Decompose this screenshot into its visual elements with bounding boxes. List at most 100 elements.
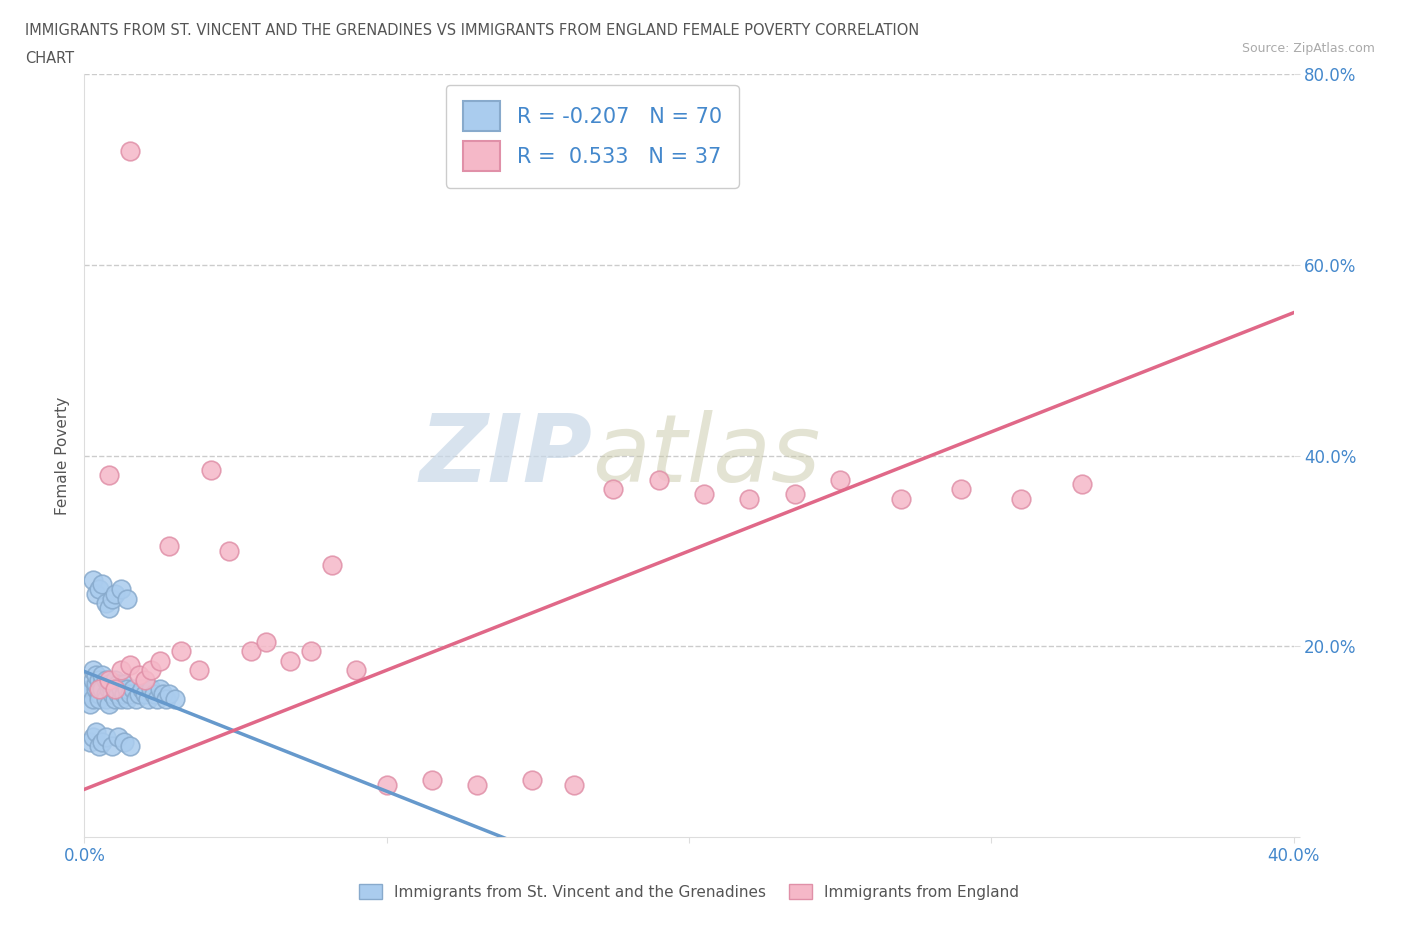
Text: atlas: atlas: [592, 410, 821, 501]
Point: [647, 472, 671, 487]
Point: [163, 691, 186, 706]
Point: [112, 686, 135, 701]
Point: [783, 486, 806, 501]
Point: [139, 682, 162, 697]
Point: [1071, 477, 1094, 492]
Point: [104, 691, 127, 706]
Point: [94, 729, 117, 744]
Point: [602, 482, 624, 497]
Point: [89, 691, 111, 706]
Point: [97, 672, 120, 687]
Point: [86, 682, 108, 697]
Point: [86, 587, 108, 602]
Point: [110, 582, 132, 597]
Y-axis label: Female Poverty: Female Poverty: [55, 396, 70, 515]
Point: [94, 596, 117, 611]
Point: [79, 735, 101, 750]
Point: [128, 668, 150, 683]
Point: [79, 682, 101, 697]
Text: ZIP: ZIP: [419, 410, 592, 501]
Point: [107, 686, 129, 701]
Point: [76, 686, 98, 701]
Point: [278, 653, 301, 668]
Point: [100, 682, 122, 697]
Point: [104, 682, 127, 697]
Point: [86, 668, 108, 683]
Point: [89, 686, 111, 701]
Point: [89, 682, 111, 697]
Point: [86, 677, 108, 692]
Point: [89, 582, 111, 597]
Point: [94, 691, 117, 706]
Point: [100, 591, 122, 606]
Point: [97, 696, 120, 711]
Text: CHART: CHART: [25, 51, 75, 66]
Point: [693, 486, 716, 501]
Point: [146, 691, 169, 706]
Point: [82, 572, 104, 587]
Point: [118, 686, 141, 701]
Point: [89, 739, 111, 754]
Point: [520, 772, 543, 787]
Point: [115, 682, 138, 697]
Point: [79, 696, 101, 711]
Point: [321, 558, 343, 573]
Legend: Immigrants from St. Vincent and the Grenadines, Immigrants from England: Immigrants from St. Vincent and the Gren…: [353, 877, 1025, 906]
Point: [104, 672, 127, 687]
Point: [149, 682, 172, 697]
Point: [91, 577, 114, 591]
Point: [115, 691, 138, 706]
Point: [100, 686, 122, 701]
Point: [254, 634, 277, 649]
Point: [104, 587, 127, 602]
Point: [118, 143, 141, 158]
Point: [134, 672, 156, 687]
Point: [97, 677, 120, 692]
Point: [950, 482, 973, 497]
Point: [1010, 491, 1032, 506]
Point: [110, 682, 132, 697]
Point: [155, 691, 177, 706]
Point: [94, 672, 117, 687]
Point: [104, 682, 127, 697]
Point: [149, 653, 172, 668]
Point: [82, 691, 104, 706]
Point: [375, 777, 398, 792]
Point: [112, 735, 135, 750]
Point: [562, 777, 585, 792]
Point: [738, 491, 761, 506]
Point: [346, 663, 368, 678]
Point: [121, 682, 143, 697]
Point: [115, 591, 138, 606]
Point: [112, 677, 135, 692]
Point: [91, 682, 114, 697]
Point: [131, 682, 153, 697]
Point: [188, 663, 211, 678]
Point: [467, 777, 489, 792]
Point: [200, 462, 222, 477]
Point: [142, 686, 165, 701]
Point: [170, 644, 193, 658]
Point: [890, 491, 912, 506]
Point: [139, 663, 162, 678]
Point: [89, 672, 111, 687]
Point: [82, 672, 104, 687]
Point: [157, 538, 180, 553]
Point: [89, 682, 111, 697]
Point: [125, 691, 148, 706]
Point: [91, 668, 114, 683]
Point: [97, 468, 120, 483]
Text: IMMIGRANTS FROM ST. VINCENT AND THE GRENADINES VS IMMIGRANTS FROM ENGLAND FEMALE: IMMIGRANTS FROM ST. VINCENT AND THE GREN…: [25, 23, 920, 38]
Point: [91, 677, 114, 692]
Point: [97, 601, 120, 616]
Point: [94, 686, 117, 701]
Point: [299, 644, 322, 658]
Point: [128, 686, 150, 701]
Point: [110, 663, 132, 678]
Point: [152, 686, 174, 701]
Point: [134, 686, 156, 701]
Point: [239, 644, 262, 658]
Point: [82, 663, 104, 678]
Point: [97, 682, 120, 697]
Text: Source: ZipAtlas.com: Source: ZipAtlas.com: [1241, 42, 1375, 55]
